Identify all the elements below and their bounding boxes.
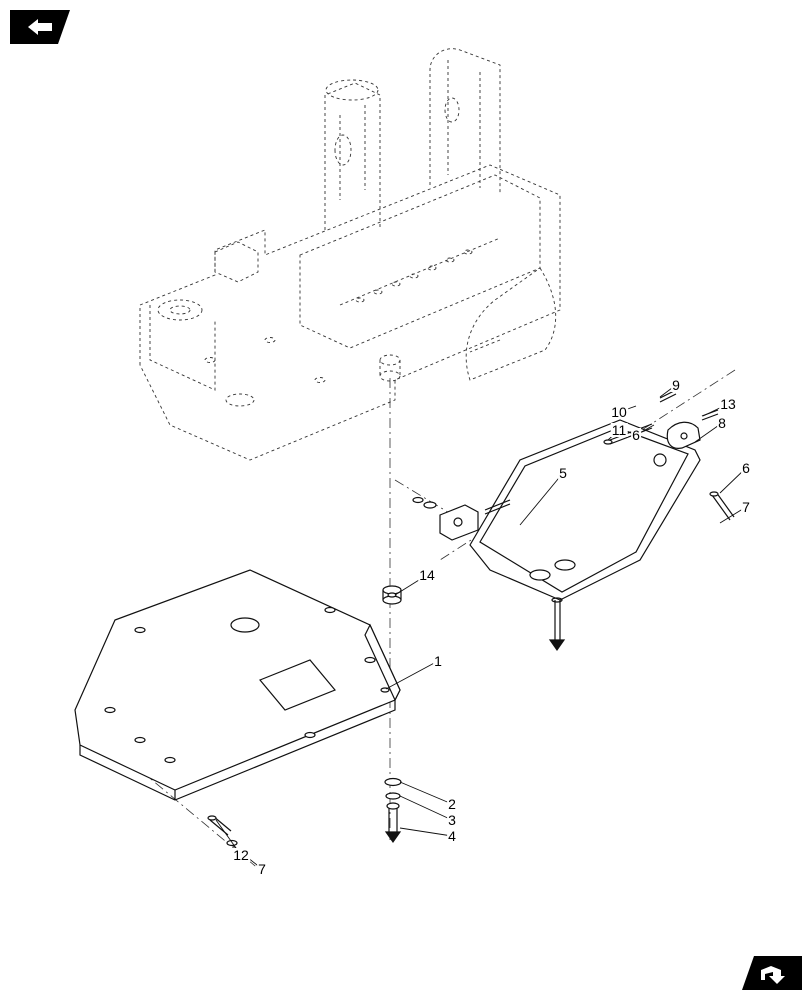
side-cover-plate: [470, 420, 700, 650]
callout-label-7: 7: [741, 500, 751, 514]
callout-label-2: 2: [447, 797, 457, 811]
callout-label-1: 1: [433, 654, 443, 668]
callout-label-4: 4: [447, 829, 457, 843]
callout-label-5: 5: [558, 466, 568, 480]
bolt-stack-234: [385, 779, 401, 843]
collar-14: [383, 586, 401, 604]
callout-label-9: 9: [671, 378, 681, 392]
frame-assembly: [140, 49, 560, 460]
callout-label-7b: 7: [257, 862, 267, 876]
callout-label-8: 8: [717, 416, 727, 430]
callout-label-6: 6: [631, 428, 641, 442]
callout-label-14: 14: [418, 568, 436, 582]
parts-diagram: [0, 0, 812, 1000]
skid-plate: [75, 570, 400, 800]
callout-label-11: 11: [611, 423, 628, 437]
callout-label-13: 13: [719, 397, 737, 411]
callout-label-10: 10: [610, 405, 628, 419]
callout-label-12: 12: [232, 848, 250, 862]
callout-label-6b: 6: [741, 461, 751, 475]
callout-label-3: 3: [447, 813, 457, 827]
